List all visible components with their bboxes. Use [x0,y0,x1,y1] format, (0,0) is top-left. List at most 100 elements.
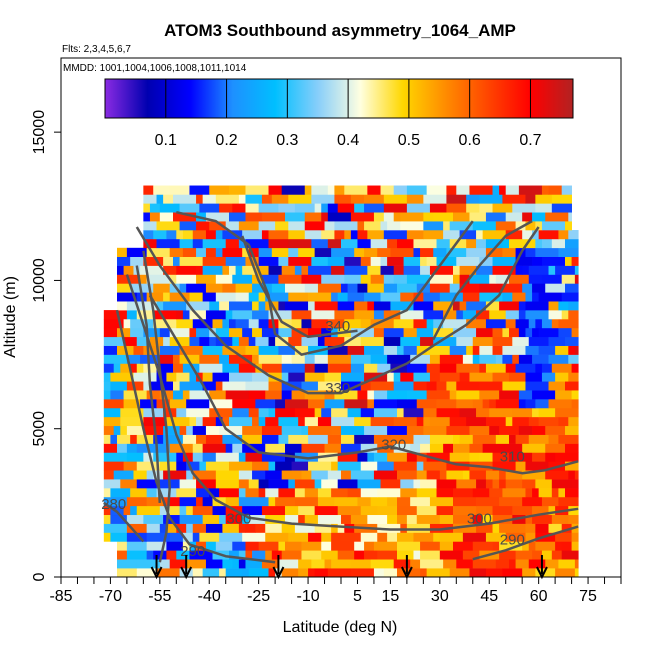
heatmap-cell [209,488,220,498]
heatmap-cell [268,479,289,489]
heatmap-cell [472,559,497,569]
heatmap-cell [209,407,233,418]
heatmap-cell [245,238,269,249]
heatmap-cell [238,470,253,480]
heatmap-cell [265,470,283,480]
heatmap-cell [350,354,372,364]
heatmap-cell [126,523,148,533]
heatmap-cell [219,496,227,507]
heatmap-cell [472,345,480,355]
heatmap-cell [126,452,144,462]
heatmap-cell [265,523,283,533]
heatmap-cell [532,407,540,418]
heatmap-cell [551,238,566,249]
heatmap-cell [235,265,243,275]
contour-line [472,525,579,561]
heatmap-cell [311,318,329,329]
heatmap-cell [215,247,223,258]
heatmap-cell [278,327,292,338]
heatmap-cell [222,363,240,373]
heatmap-cell [291,310,312,320]
heatmap-cell [373,452,388,462]
heatmap-cell [268,372,283,382]
heatmap-cell [341,425,365,435]
heatmap-cell [528,238,536,249]
heatmap-cell [202,496,213,507]
heatmap-cell [232,559,240,569]
heatmap-cell [380,541,398,551]
heatmap-cell [341,532,362,542]
contour-line [135,265,162,503]
heatmap-cell [518,301,526,311]
heatmap-cell [492,203,513,213]
heatmap-cell [443,310,457,320]
heatmap-cell [505,230,523,240]
heatmap-cell [406,514,418,524]
heatmap-cell [159,212,174,222]
heatmap-cell [406,185,428,195]
heatmap-cell [173,363,184,373]
heatmap-cell [179,345,204,355]
heatmap-cell [136,559,161,569]
x-tick-label: -55 [148,588,171,605]
heatmap-cell [192,425,207,435]
heatmap-cell [258,416,266,427]
heatmap-cell [347,407,362,418]
heatmap-cell [205,247,217,258]
heatmap-cell [373,541,381,551]
heatmap-cell [117,559,138,569]
y-axis: 0 5000 10000 15000 [31,110,61,581]
heatmap-cell [466,416,487,427]
heatmap-cell [103,407,121,418]
heatmap-cell [456,559,474,569]
heatmap-cell [515,265,523,275]
heatmap-cell [370,274,385,284]
contour-label: 320 [381,436,406,453]
heatmap-cell [423,212,434,222]
heatmap-cell [179,203,200,213]
heatmap-cell [476,496,500,507]
heatmap-cell [423,221,444,231]
heatmap-cell [331,425,342,435]
heatmap-cell [232,203,246,213]
heatmap-cell [344,185,368,195]
heatmap-cell [476,230,484,240]
heatmap-cell [479,256,493,266]
heatmap-cell [420,559,444,569]
contour-label: 300 [467,511,492,528]
heatmap-cell [308,265,332,275]
heatmap-cell [466,238,477,249]
heatmap-cell [219,568,227,577]
heatmap-cell [225,221,240,231]
heatmap-cell [446,194,467,204]
heatmap-cell [103,390,111,400]
heatmap-cell [298,505,316,516]
heatmap-cell [215,292,236,302]
heatmap-cell [397,550,414,560]
heatmap-cell [196,274,217,284]
contour-label: 300 [226,511,251,528]
heatmap-cell [291,354,306,364]
heatmap-cell [225,514,243,524]
heatmap-cell [485,363,507,373]
heatmap-cell [393,381,414,391]
heatmap-cell [383,283,398,293]
heatmap-cell [354,434,375,444]
heatmap-cell [215,452,240,462]
colorbar-tick-label: 0.3 [276,132,298,149]
heatmap-cell [492,461,516,471]
heatmap-cell [179,479,197,489]
heatmap-cell [103,470,115,480]
heatmap-cell [176,372,190,382]
heatmap-cell [110,488,131,498]
heatmap-cell [364,221,381,231]
heatmap-cell [426,318,434,329]
heatmap-cell [245,541,260,551]
heatmap-cell [258,301,266,311]
heatmap-cell [209,399,233,409]
heatmap-cell [189,292,204,302]
heatmap-cell [561,292,579,302]
heatmap-cell [502,238,510,249]
heatmap-cell [525,461,549,471]
heatmap-cell [219,425,243,435]
